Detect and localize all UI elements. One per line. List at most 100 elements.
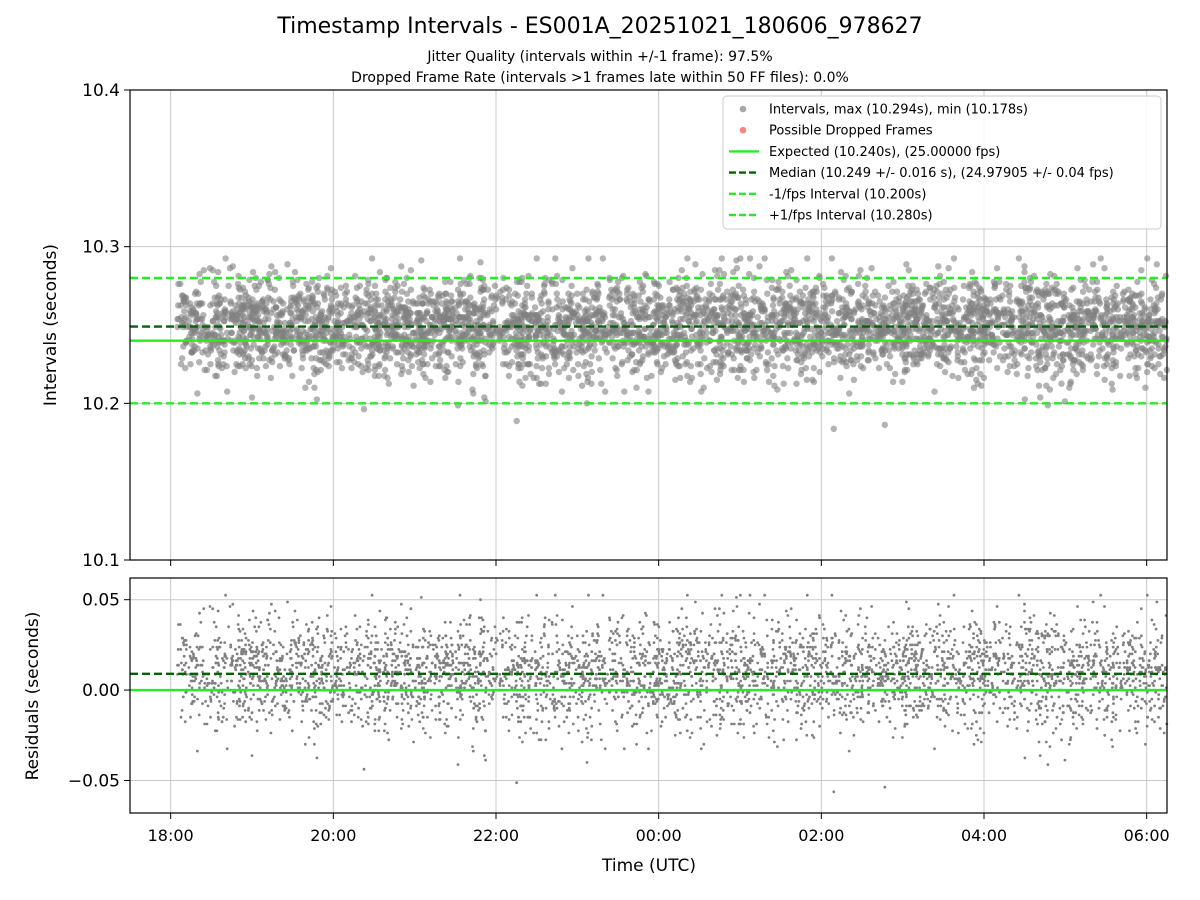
residual-point	[745, 709, 749, 712]
interval-point	[794, 357, 801, 364]
interval-point	[260, 319, 267, 327]
interval-point	[389, 343, 397, 350]
interval-point	[1093, 278, 1101, 286]
interval-point	[312, 355, 320, 362]
residual-point	[1036, 722, 1039, 726]
interval-point	[612, 329, 620, 336]
interval-point	[568, 327, 575, 335]
interval-point	[389, 323, 396, 331]
residual-point	[815, 652, 818, 656]
residual-point	[265, 645, 268, 649]
residual-point	[635, 742, 638, 746]
interval-point	[314, 288, 322, 295]
interval-point	[750, 329, 757, 336]
interval-point	[950, 255, 958, 262]
interval-point	[469, 343, 477, 350]
residual-point	[871, 645, 874, 649]
interval-point	[1028, 294, 1036, 301]
residual-point	[815, 700, 819, 703]
residual-point	[641, 661, 645, 665]
interval-point	[249, 296, 256, 303]
residual-point	[390, 663, 394, 667]
interval-point	[707, 280, 715, 288]
interval-point	[1132, 304, 1139, 311]
interval-point	[1106, 319, 1114, 327]
interval-point	[376, 333, 383, 340]
interval-point	[398, 370, 405, 378]
residual-point	[579, 675, 583, 678]
residual-point	[419, 697, 423, 701]
interval-point	[750, 368, 757, 376]
residual-point	[383, 722, 387, 726]
interval-point	[638, 310, 645, 317]
interval-point	[798, 366, 805, 374]
residual-point	[708, 718, 712, 721]
interval-point	[1147, 296, 1154, 303]
interval-point	[281, 319, 289, 327]
residual-point	[300, 700, 304, 703]
interval-point	[456, 255, 464, 262]
intervals-panel: 10.110.210.310.4 Intervals (seconds) Int…	[41, 81, 1171, 571]
interval-point	[365, 310, 372, 317]
interval-point	[355, 302, 363, 309]
residual-point	[359, 718, 363, 721]
interval-point	[1155, 361, 1162, 368]
interval-point	[932, 300, 939, 307]
interval-point	[248, 394, 256, 401]
interval-point	[1103, 361, 1111, 368]
interval-point	[334, 341, 341, 348]
residual-point	[393, 627, 397, 631]
interval-point	[308, 355, 315, 362]
residual-point	[503, 693, 506, 696]
interval-point	[770, 294, 777, 301]
interval-point	[575, 372, 582, 380]
interval-point	[990, 349, 997, 356]
interval-point	[447, 278, 454, 286]
residual-point	[786, 679, 789, 683]
interval-point	[392, 288, 399, 295]
interval-point	[563, 331, 570, 338]
interval-point	[1043, 345, 1050, 352]
interval-point	[443, 298, 450, 305]
interval-point	[1021, 263, 1028, 270]
interval-point	[514, 292, 521, 299]
interval-point	[272, 304, 280, 311]
interval-point	[901, 368, 908, 376]
interval-point	[1067, 345, 1075, 352]
interval-point	[588, 353, 595, 360]
interval-point	[1144, 361, 1151, 368]
interval-point	[276, 362, 284, 370]
interval-point	[309, 278, 316, 286]
interval-point	[947, 327, 955, 335]
interval-point	[684, 372, 691, 380]
interval-point	[432, 362, 439, 370]
interval-point	[256, 345, 264, 352]
interval-point	[893, 288, 901, 295]
residual-point	[978, 711, 981, 715]
residual-point	[728, 652, 732, 656]
interval-point	[733, 265, 741, 272]
dropped-frame-subtitle: Dropped Frame Rate (intervals >1 frames …	[351, 70, 849, 86]
interval-point	[1138, 267, 1145, 274]
interval-point	[420, 284, 427, 291]
interval-point	[712, 359, 720, 366]
interval-point	[1103, 355, 1111, 362]
residual-point	[454, 650, 457, 654]
interval-point	[809, 292, 817, 299]
interval-point	[221, 341, 228, 348]
interval-point	[374, 345, 381, 352]
interval-point	[532, 312, 540, 319]
interval-point	[683, 359, 691, 366]
interval-point	[842, 359, 850, 366]
interval-point	[452, 327, 459, 335]
interval-point	[750, 288, 758, 295]
interval-point	[365, 292, 372, 299]
interval-point	[568, 292, 575, 299]
interval-point	[779, 317, 786, 325]
interval-point	[214, 357, 222, 364]
residual-point	[716, 629, 720, 633]
residual-point	[818, 657, 821, 660]
interval-point	[372, 302, 379, 309]
interval-point	[584, 378, 591, 385]
interval-point	[243, 343, 250, 350]
